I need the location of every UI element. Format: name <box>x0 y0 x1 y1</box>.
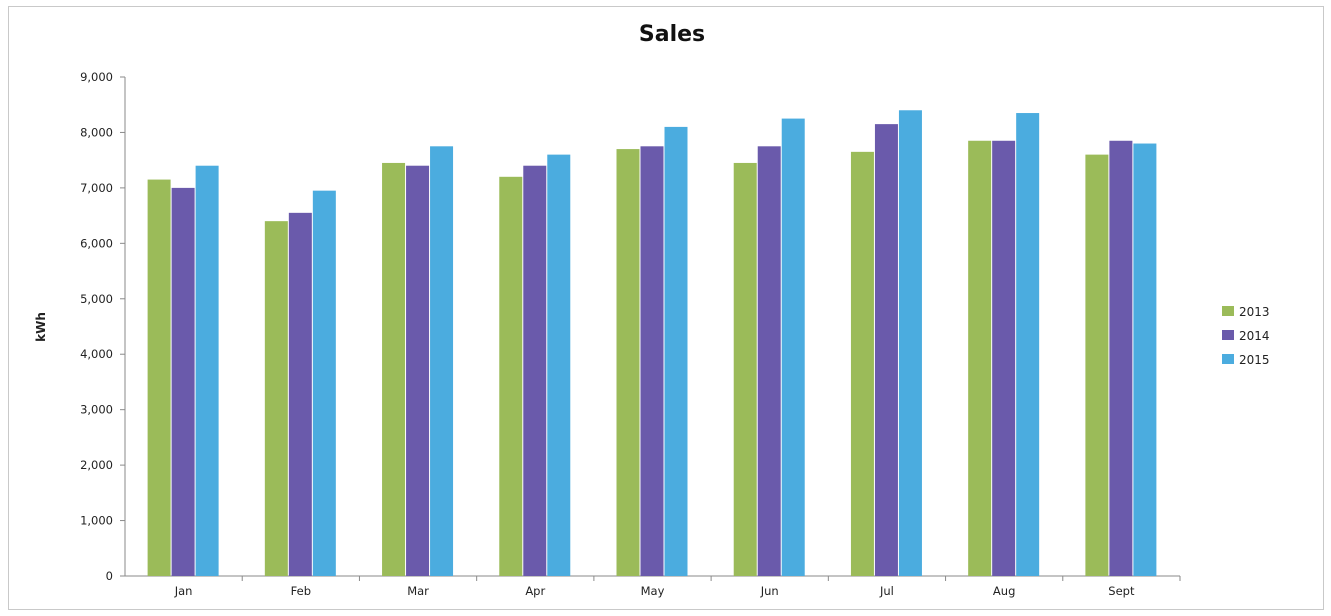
bar-2015-sept <box>1133 143 1157 577</box>
bar-2013-jul <box>850 151 874 576</box>
bar-2013-mar <box>382 162 406 576</box>
legend-swatch-2013 <box>1222 306 1234 316</box>
legend-label-2013: 2013 <box>1239 305 1270 319</box>
y-tick-label: 8,000 <box>80 125 113 139</box>
x-tick-label: Sept <box>1108 584 1135 598</box>
legend-swatch-2014 <box>1222 330 1234 340</box>
bar-2015-aug <box>1016 113 1040 577</box>
x-tick-label: Jun <box>760 584 779 598</box>
y-tick-label: 4,000 <box>80 347 113 361</box>
x-tick-label: Jan <box>174 584 193 598</box>
bar-2014-may <box>640 146 664 577</box>
legend: 2013 2014 2015 <box>1222 305 1270 367</box>
y-tick-label: 0 <box>106 569 113 583</box>
x-tick-label: Mar <box>407 584 429 598</box>
bar-2013-aug <box>968 140 992 576</box>
x-tick-label: Aug <box>993 584 1015 598</box>
y-tick-label: 3,000 <box>80 403 113 417</box>
y-tick-label: 2,000 <box>80 458 113 472</box>
x-tick-label: Apr <box>525 584 545 598</box>
bar-2014-mar <box>406 165 430 576</box>
x-tick-label: May <box>641 584 665 598</box>
bar-2013-may <box>616 149 640 577</box>
bar-2014-aug <box>992 140 1016 576</box>
y-tick-label: 5,000 <box>80 292 113 306</box>
y-axis-label: kWh <box>34 312 48 342</box>
bar-2015-mar <box>430 146 454 577</box>
bar-2014-jan <box>171 187 195 576</box>
y-tick-label: 7,000 <box>80 181 113 195</box>
bar-2014-sept <box>1109 140 1133 576</box>
x-tick-label: Jul <box>879 584 894 598</box>
bar-2013-sept <box>1085 154 1109 576</box>
bar-2014-jul <box>874 124 898 576</box>
legend-label-2015: 2015 <box>1239 353 1270 367</box>
chart-title: Sales <box>639 22 705 47</box>
bar-2015-may <box>664 126 688 577</box>
bar-2015-jul <box>898 110 922 577</box>
bar-2015-apr <box>547 154 571 576</box>
bar-2013-jun <box>733 162 757 576</box>
bar-2015-feb <box>312 190 336 576</box>
legend-label-2014: 2014 <box>1239 329 1270 343</box>
x-tick-label: Feb <box>291 584 311 598</box>
bar-2013-jan <box>147 179 171 577</box>
plot-area: 0 1,000 2,000 3,000 4,000 5,000 6,000 7,000 8,00… <box>80 70 1181 598</box>
legend-swatch-2015 <box>1222 354 1234 364</box>
bar-2015-jun <box>781 118 805 576</box>
bar-2014-apr <box>523 165 547 576</box>
bar-2015-jan <box>195 165 219 576</box>
y-tick-label: 6,000 <box>80 236 113 250</box>
bar-2014-jun <box>757 146 781 577</box>
y-tick-label: 1,000 <box>80 514 113 528</box>
bar-2014-feb <box>288 212 312 577</box>
bar-2013-apr <box>499 176 523 577</box>
y-tick-label: 9,000 <box>80 70 113 84</box>
bar-2013-feb <box>264 221 288 576</box>
